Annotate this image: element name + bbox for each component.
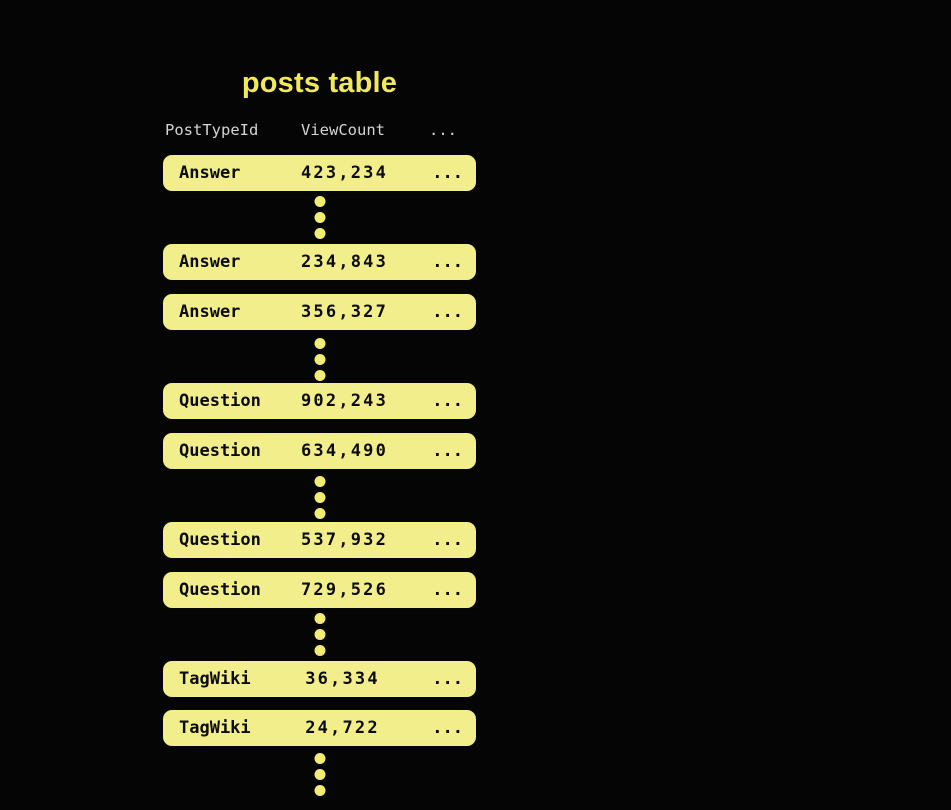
table-area: posts table PostTypeId ViewCount ... Ans… <box>163 0 476 810</box>
cell-view-count: 423,234 <box>301 163 389 183</box>
column-header-row: PostTypeId ViewCount ... <box>163 121 476 139</box>
cell-more: ... <box>432 391 463 411</box>
cell-more: ... <box>432 718 463 738</box>
cell-more: ... <box>432 163 463 183</box>
vertical-ellipsis-dots <box>314 753 325 796</box>
dot-icon <box>314 492 325 503</box>
column-header-more: ... <box>429 121 457 139</box>
cell-more: ... <box>432 669 463 689</box>
column-header-viewcount: ViewCount <box>301 121 385 139</box>
table-row: TagWiki 36,334 ... <box>163 661 476 697</box>
dot-icon <box>314 196 325 207</box>
dot-icon <box>314 476 325 487</box>
cell-post-type: Answer <box>179 163 241 183</box>
table-row: Answer 356,327 ... <box>163 294 476 330</box>
cell-post-type: Question <box>179 580 261 600</box>
cell-more: ... <box>432 302 463 322</box>
cell-more: ... <box>432 441 463 461</box>
dot-icon <box>314 354 325 365</box>
dot-icon <box>314 370 325 381</box>
column-header-posttypeid: PostTypeId <box>165 121 259 139</box>
cell-view-count: 234,843 <box>301 252 389 272</box>
cell-post-type: Question <box>179 391 261 411</box>
cell-post-type: Answer <box>179 302 241 322</box>
diagram-title: posts table <box>241 67 398 99</box>
dot-icon <box>314 629 325 640</box>
cell-post-type: TagWiki <box>179 669 251 689</box>
dot-icon <box>314 613 325 624</box>
cell-more: ... <box>432 252 463 272</box>
table-row: Answer 234,843 ... <box>163 244 476 280</box>
table-row: Question 634,490 ... <box>163 433 476 469</box>
dot-icon <box>314 645 325 656</box>
cell-post-type: TagWiki <box>179 718 251 738</box>
dot-icon <box>314 753 325 764</box>
dot-icon <box>314 769 325 780</box>
dot-icon <box>314 785 325 796</box>
cell-view-count: 24,722 <box>305 718 380 738</box>
vertical-ellipsis-dots <box>314 338 325 381</box>
cell-more: ... <box>432 580 463 600</box>
vertical-ellipsis-dots <box>314 476 325 519</box>
cell-post-type: Question <box>179 530 261 550</box>
dot-icon <box>314 212 325 223</box>
dot-icon <box>314 228 325 239</box>
vertical-ellipsis-dots <box>314 613 325 656</box>
vertical-ellipsis-dots <box>314 196 325 239</box>
cell-view-count: 36,334 <box>305 669 380 689</box>
cell-view-count: 634,490 <box>301 441 389 461</box>
cell-view-count: 902,243 <box>301 391 389 411</box>
table-row: TagWiki 24,722 ... <box>163 710 476 746</box>
table-row: Question 902,243 ... <box>163 383 476 419</box>
dot-icon <box>314 508 325 519</box>
dot-icon <box>314 338 325 349</box>
cell-post-type: Answer <box>179 252 241 272</box>
cell-view-count: 729,526 <box>301 580 389 600</box>
table-row: Question 729,526 ... <box>163 572 476 608</box>
cell-post-type: Question <box>179 441 261 461</box>
cell-view-count: 537,932 <box>301 530 389 550</box>
table-row: Question 537,932 ... <box>163 522 476 558</box>
table-row: Answer 423,234 ... <box>163 155 476 191</box>
cell-view-count: 356,327 <box>301 302 389 322</box>
cell-more: ... <box>432 530 463 550</box>
